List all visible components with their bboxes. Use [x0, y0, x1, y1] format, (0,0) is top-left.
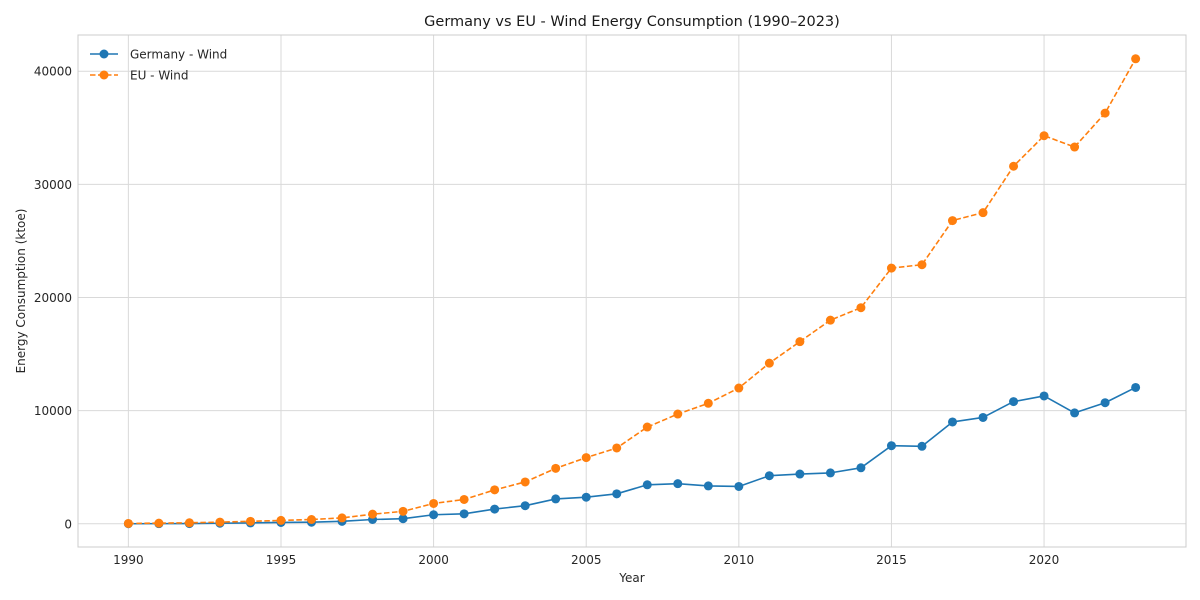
data-point-eu[interactable]: [734, 383, 744, 393]
data-point-eu[interactable]: [520, 477, 530, 487]
data-point-eu[interactable]: [947, 216, 957, 226]
series-line-eu: [128, 58, 1137, 525]
data-point-eu[interactable]: [1100, 108, 1110, 118]
legend-entry-germany[interactable]: Germany - Wind: [90, 48, 227, 62]
plot-background: [78, 35, 1186, 547]
data-point-eu[interactable]: [917, 260, 927, 270]
series-layer: [123, 54, 1141, 529]
data-point-eu[interactable]: [215, 517, 225, 527]
data-point-germany[interactable]: [612, 489, 622, 499]
data-point-germany[interactable]: [520, 501, 530, 511]
data-point-eu[interactable]: [581, 453, 591, 463]
data-point-germany[interactable]: [429, 510, 439, 520]
data-point-eu[interactable]: [368, 509, 378, 519]
data-point-eu[interactable]: [307, 515, 317, 525]
data-point-eu[interactable]: [795, 337, 805, 347]
data-point-eu[interactable]: [673, 409, 683, 419]
data-point-germany[interactable]: [1039, 391, 1049, 401]
data-point-germany[interactable]: [886, 441, 896, 451]
data-point-eu[interactable]: [1009, 161, 1019, 171]
data-point-eu[interactable]: [764, 358, 774, 368]
data-point-germany[interactable]: [551, 494, 561, 504]
data-point-germany[interactable]: [764, 471, 774, 481]
legend-entry-eu[interactable]: EU - Wind: [90, 69, 188, 83]
data-point-eu[interactable]: [276, 515, 286, 525]
data-point-germany[interactable]: [795, 469, 805, 479]
data-point-eu[interactable]: [825, 315, 835, 325]
y-tick-label: 0: [64, 517, 72, 531]
chart-title: Germany vs EU - Wind Energy Consumption …: [424, 14, 840, 30]
data-point-germany[interactable]: [1070, 408, 1080, 418]
data-point-germany[interactable]: [1100, 398, 1110, 408]
grid: [78, 35, 1186, 547]
y-tick-label: 40000: [34, 65, 72, 79]
y-tick-label: 30000: [34, 178, 72, 192]
plot-frame: [77, 34, 1187, 548]
data-point-eu[interactable]: [154, 518, 164, 528]
x-tick-label: 2015: [876, 553, 907, 567]
data-point-eu[interactable]: [123, 518, 133, 528]
y-tick-label: 10000: [34, 404, 72, 418]
legend-marker-germany: [99, 49, 109, 59]
data-point-germany[interactable]: [917, 441, 927, 451]
legend-label-germany: Germany - Wind: [130, 48, 227, 62]
x-axis-title: Year: [618, 571, 644, 585]
data-point-germany[interactable]: [947, 417, 957, 427]
x-tick-label: 2005: [571, 553, 602, 567]
data-point-germany[interactable]: [978, 412, 988, 422]
x-tick-label: 1990: [113, 553, 144, 567]
data-point-germany[interactable]: [642, 480, 652, 490]
series-line-germany: [128, 386, 1136, 525]
data-point-germany[interactable]: [703, 481, 713, 491]
data-point-eu[interactable]: [551, 463, 561, 473]
data-point-eu[interactable]: [429, 498, 439, 508]
data-point-eu[interactable]: [642, 422, 652, 432]
data-point-germany[interactable]: [825, 468, 835, 478]
y-tick-label: 20000: [34, 291, 72, 305]
data-point-germany[interactable]: [1131, 382, 1141, 392]
data-point-eu[interactable]: [337, 513, 347, 523]
x-tick-label: 2020: [1029, 553, 1060, 567]
tick-labels: 1990 1995 2000 2005 2010 2015 2020 0 10000 20000 3…: [34, 65, 1060, 567]
legend[interactable]: Germany - Wind EU - Wind: [90, 48, 227, 83]
data-point-eu[interactable]: [245, 516, 255, 526]
data-point-eu[interactable]: [184, 518, 194, 528]
data-point-germany[interactable]: [673, 479, 683, 489]
data-point-eu[interactable]: [612, 443, 622, 453]
data-point-germany[interactable]: [398, 514, 408, 524]
legend-marker-eu: [99, 70, 109, 80]
data-point-germany[interactable]: [856, 463, 866, 473]
legend-label-eu: EU - Wind: [130, 69, 188, 83]
data-point-eu[interactable]: [978, 208, 988, 218]
y-axis-title: Energy Consumption (ktoe): [14, 209, 28, 374]
x-tick-label: 2000: [418, 553, 449, 567]
x-tick-label: 1995: [266, 553, 297, 567]
data-point-eu[interactable]: [856, 303, 866, 313]
data-point-germany[interactable]: [734, 481, 744, 491]
data-point-eu[interactable]: [490, 485, 500, 495]
data-point-germany[interactable]: [581, 492, 591, 502]
data-point-eu[interactable]: [886, 263, 896, 273]
data-point-germany[interactable]: [490, 504, 500, 514]
data-point-eu[interactable]: [1070, 142, 1080, 152]
data-point-germany[interactable]: [1009, 397, 1019, 407]
data-point-germany[interactable]: [459, 509, 469, 519]
data-point-eu[interactable]: [703, 398, 713, 408]
data-point-eu[interactable]: [1039, 131, 1049, 141]
data-point-eu[interactable]: [459, 494, 469, 504]
x-tick-label: 2010: [724, 553, 755, 567]
data-point-eu[interactable]: [1131, 54, 1141, 64]
data-point-eu[interactable]: [398, 506, 408, 516]
